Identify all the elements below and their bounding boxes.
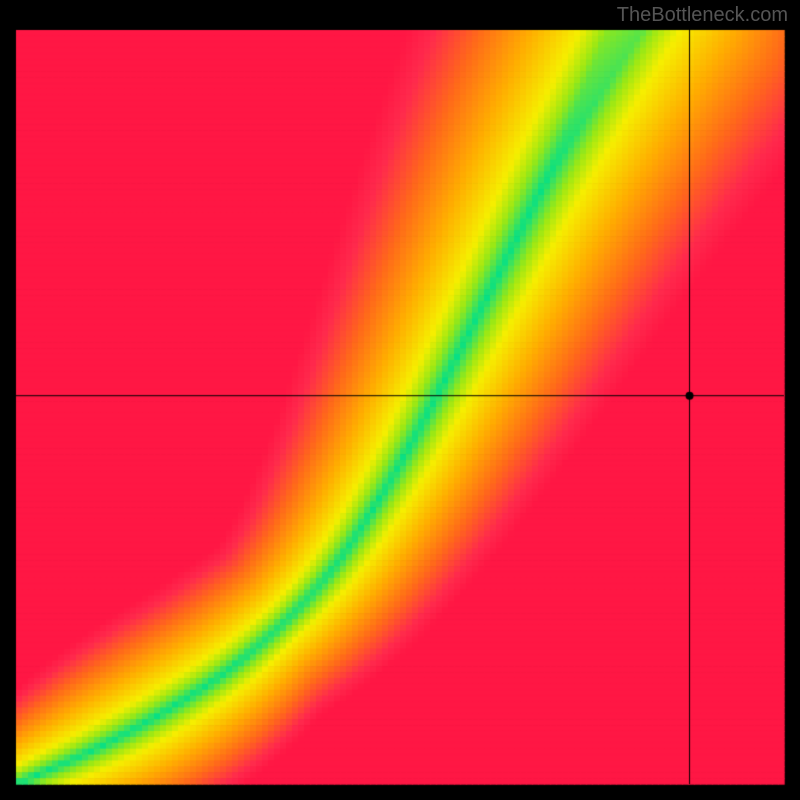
bottleneck-heatmap xyxy=(0,0,800,800)
chart-container: TheBottleneck.com xyxy=(0,0,800,800)
watermark-text: TheBottleneck.com xyxy=(617,4,788,27)
